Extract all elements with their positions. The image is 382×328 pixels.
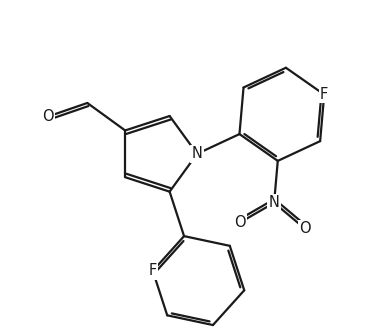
Text: O: O	[42, 109, 53, 124]
Text: F: F	[320, 87, 329, 102]
Text: O: O	[299, 221, 310, 236]
Text: F: F	[149, 263, 157, 278]
Text: N: N	[269, 195, 280, 210]
Text: O: O	[234, 215, 246, 230]
Text: N: N	[192, 146, 202, 161]
